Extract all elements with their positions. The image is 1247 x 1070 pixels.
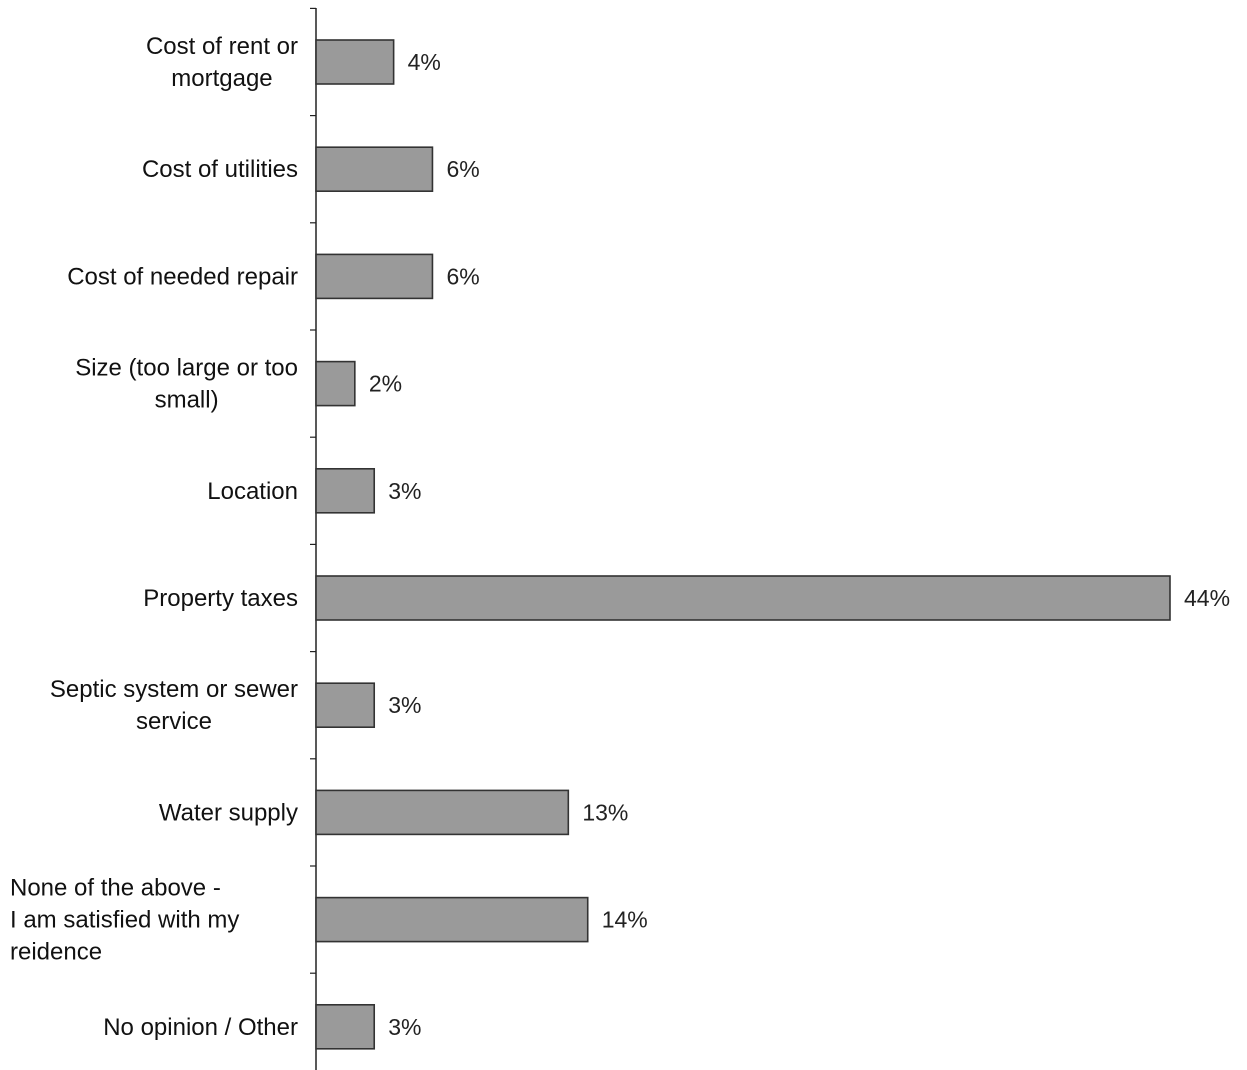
category-label-line: service xyxy=(136,708,212,735)
category-label-line: Cost of utilities xyxy=(142,156,298,183)
labels-layer: 4% Cost of rent or mortgage 6% Cost of utili… xyxy=(10,33,1230,1041)
category-label-line: Water supply xyxy=(159,799,298,826)
category-label-line: Septic system or sewer xyxy=(50,676,298,703)
category-label: No opinion / Other xyxy=(103,1014,298,1041)
category-label-line: Size (too large or too xyxy=(75,355,298,382)
category-label-line: Property taxes xyxy=(143,585,298,612)
bar-value-label: 3% xyxy=(388,1014,421,1040)
bar xyxy=(315,896,589,943)
bar xyxy=(315,575,1171,621)
bar xyxy=(315,467,376,514)
category-label-line: Cost of needed repair xyxy=(67,263,298,290)
category-label-line: No opinion / Other xyxy=(103,1014,298,1041)
category-label-line: I am satisfied with my xyxy=(10,907,239,934)
category-label: Septic system or sewer service xyxy=(50,676,298,735)
bar-value-label: 4% xyxy=(408,49,441,75)
category-label: None of the above - I am satisfied with m… xyxy=(10,875,239,966)
category-label: Cost of needed repair xyxy=(67,263,298,290)
category-label: Location xyxy=(207,478,298,505)
bar xyxy=(315,146,434,192)
bar xyxy=(315,253,434,300)
bar-value-label: 13% xyxy=(582,799,628,825)
category-label: Water supply xyxy=(159,799,298,826)
axis-layer xyxy=(310,7,317,1070)
category-label-line: reidence xyxy=(10,939,102,966)
category-label-line: mortgage xyxy=(171,65,272,92)
bars-layer xyxy=(315,39,1171,1050)
bar-value-label: 44% xyxy=(1184,585,1230,611)
bar xyxy=(315,1003,376,1050)
category-label: Cost of rent or mortgage xyxy=(146,33,298,92)
bar xyxy=(315,682,376,729)
bar-value-label: 14% xyxy=(602,907,648,933)
bar-value-label: 6% xyxy=(446,156,479,182)
bar-value-label: 3% xyxy=(388,478,421,504)
category-label-line: None of the above - xyxy=(10,875,221,902)
category-label: Size (too large or too small) xyxy=(75,355,298,414)
bar xyxy=(315,360,356,407)
bar xyxy=(315,789,570,836)
bar-value-label: 3% xyxy=(388,692,421,718)
bar-value-label: 2% xyxy=(369,371,402,397)
category-label-line: Cost of rent or xyxy=(146,33,298,60)
category-label-line: small) xyxy=(155,387,219,414)
category-label: Property taxes xyxy=(143,585,298,612)
category-label: Cost of utilities xyxy=(142,156,298,183)
bar xyxy=(315,39,395,85)
category-label-line: Location xyxy=(207,478,298,505)
bar-value-label: 6% xyxy=(446,263,479,289)
